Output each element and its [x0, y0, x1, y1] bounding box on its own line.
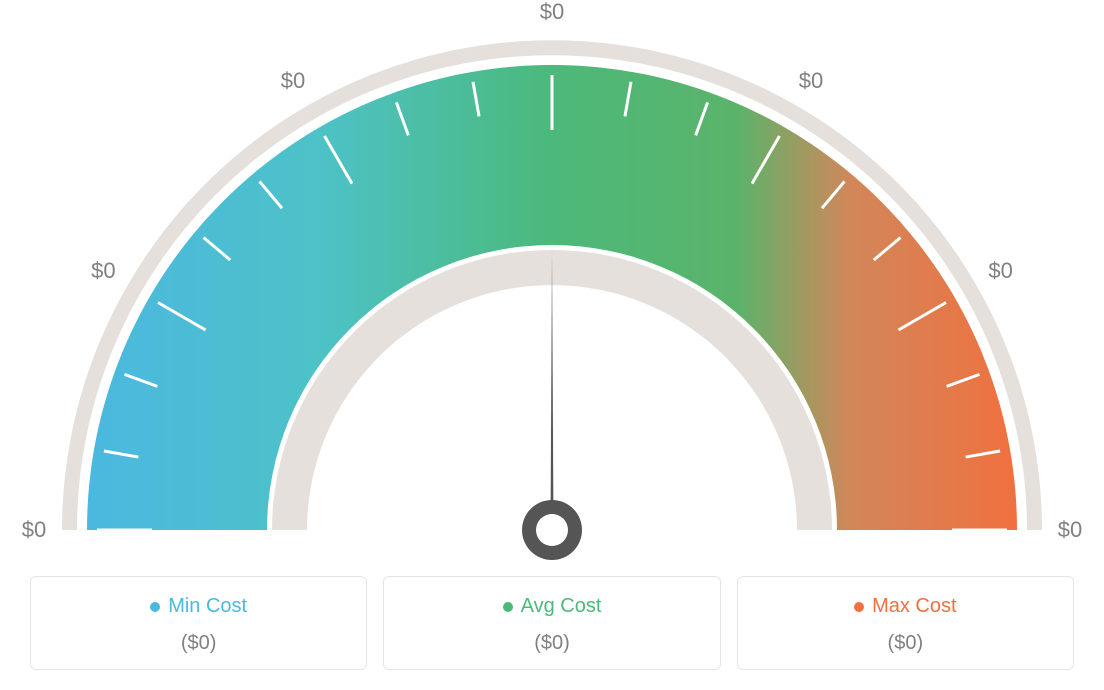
legend-dot-avg	[503, 602, 513, 612]
tick-label: $0	[91, 258, 115, 284]
legend-dot-min	[150, 602, 160, 612]
legend-title-max: Max Cost	[748, 595, 1063, 618]
tick-label: $0	[540, 0, 564, 25]
legend-title-avg: Avg Cost	[394, 595, 709, 618]
legend-card-min: Min Cost ($0)	[30, 576, 367, 670]
legend-dot-max	[854, 602, 864, 612]
tick-label: $0	[22, 517, 46, 543]
legend-card-max: Max Cost ($0)	[737, 576, 1074, 670]
legend-value-min: ($0)	[41, 632, 356, 655]
legend-card-avg: Avg Cost ($0)	[383, 576, 720, 670]
tick-label: $0	[799, 68, 823, 94]
gauge-area: $0 $0 $0 $0 $0 $0 $0	[0, 0, 1104, 560]
legend-label-min: Min Cost	[168, 595, 247, 618]
tick-label: $0	[281, 68, 305, 94]
legend-value-max: ($0)	[748, 632, 1063, 655]
tick-label: $0	[1058, 517, 1082, 543]
legend-title-min: Min Cost	[41, 595, 356, 618]
legend-row: Min Cost ($0) Avg Cost ($0) Max Cost ($0…	[30, 576, 1074, 670]
legend-label-avg: Avg Cost	[521, 595, 602, 618]
legend-value-avg: ($0)	[394, 632, 709, 655]
legend-label-max: Max Cost	[872, 595, 956, 618]
gauge-svg	[0, 0, 1104, 560]
tick-label: $0	[988, 258, 1012, 284]
cost-gauge-chart: { "chart": { "type": "gauge", "width": 1…	[0, 0, 1104, 690]
